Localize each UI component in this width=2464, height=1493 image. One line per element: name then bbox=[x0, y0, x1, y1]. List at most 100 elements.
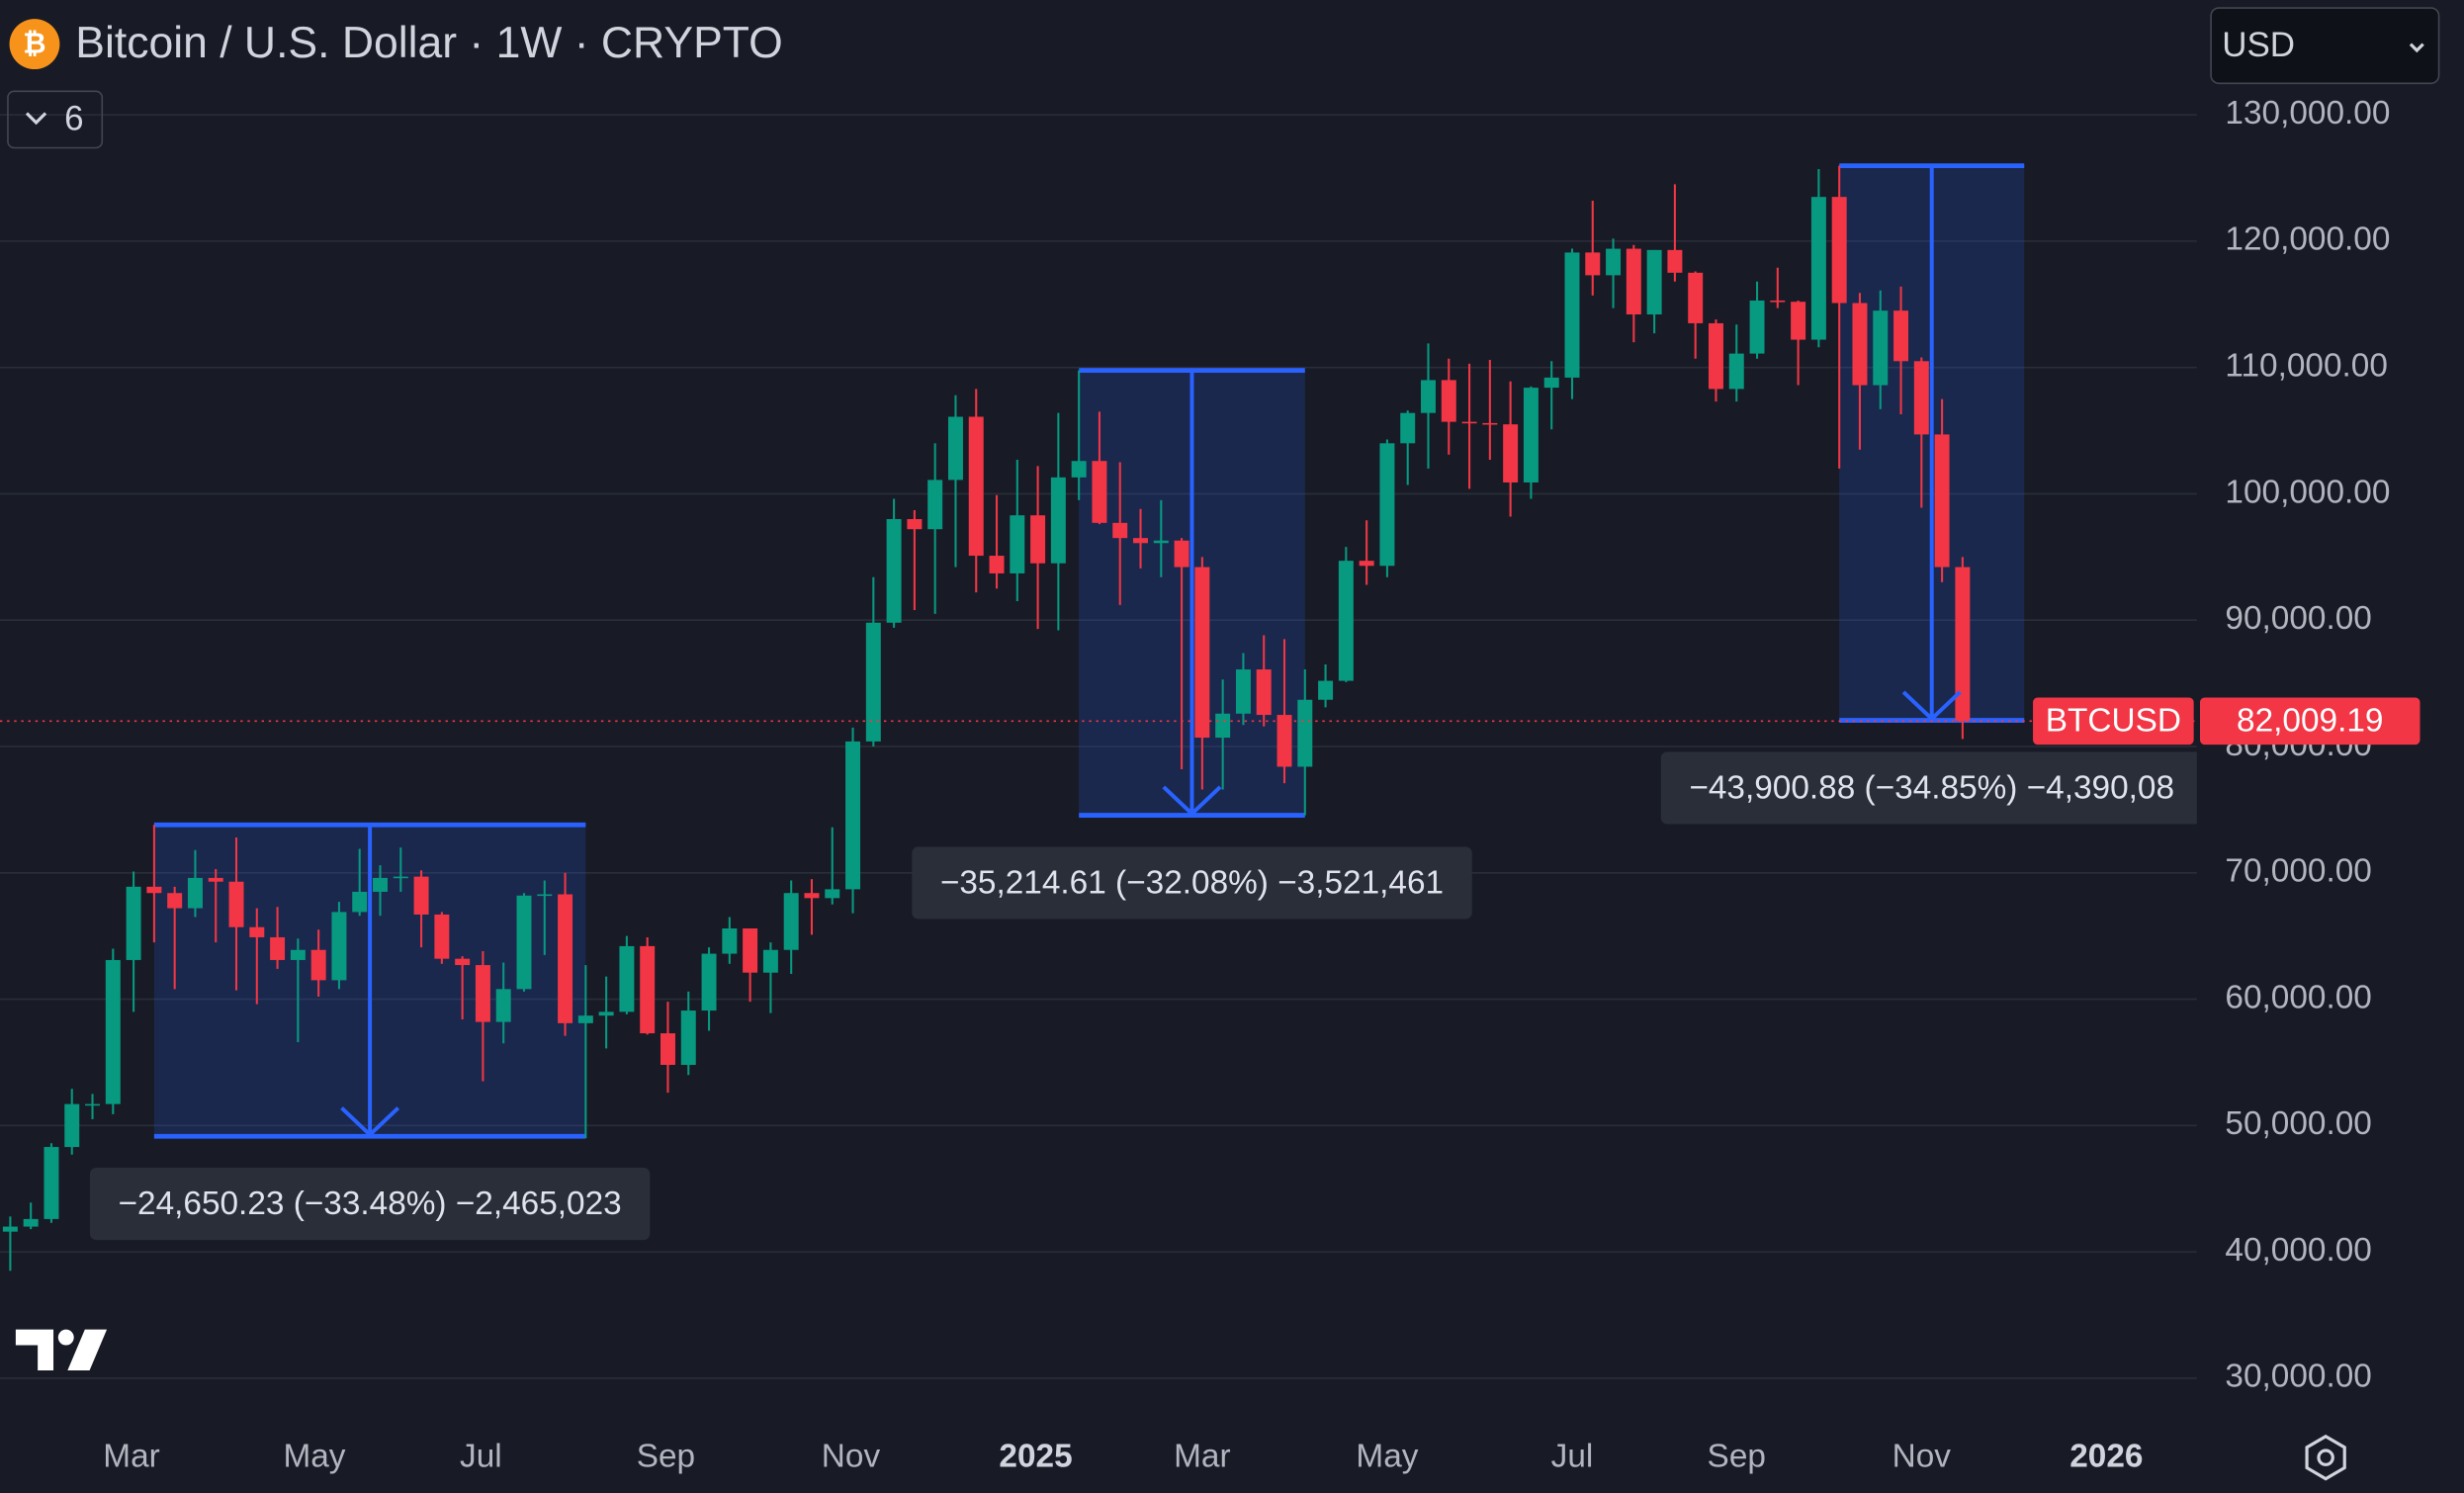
candle-body bbox=[886, 519, 902, 623]
candle-body bbox=[1235, 669, 1251, 714]
candle-body bbox=[865, 622, 881, 742]
candle-body bbox=[1503, 424, 1519, 483]
candle-body bbox=[947, 416, 963, 481]
candle-body bbox=[598, 1011, 614, 1016]
series-label-bg bbox=[2033, 697, 2194, 746]
candle-body bbox=[187, 877, 203, 909]
x-tick-label: Jul bbox=[1551, 1439, 1594, 1475]
candle-body bbox=[1852, 303, 1868, 386]
y-tick-label: 100,000.00 bbox=[2225, 474, 2390, 510]
candle-body bbox=[167, 893, 183, 909]
measure-label: −35,214.61 (−32.08%) −3,521,461 bbox=[940, 864, 1444, 901]
x-tick-label: 2025 bbox=[999, 1439, 1072, 1475]
measure-arrowhead bbox=[1901, 690, 1962, 722]
candle-body bbox=[1728, 353, 1744, 390]
candle-body bbox=[680, 1010, 696, 1066]
candle-body bbox=[558, 894, 573, 1023]
x-tick-label: Mar bbox=[103, 1439, 159, 1475]
candle-body bbox=[1215, 713, 1231, 739]
candle-body bbox=[1955, 567, 1971, 722]
settings-icon[interactable] bbox=[2305, 1434, 2346, 1481]
candle-body bbox=[722, 928, 738, 954]
candle-body bbox=[1441, 380, 1456, 422]
candle-body bbox=[1810, 197, 1826, 340]
candle-body bbox=[845, 741, 861, 890]
candle-body bbox=[1626, 248, 1641, 315]
candle-body bbox=[701, 953, 717, 1011]
chevron bbox=[25, 112, 47, 126]
candle-body bbox=[762, 949, 778, 973]
candle-body bbox=[1276, 715, 1292, 767]
settings-hex bbox=[2305, 1434, 2346, 1481]
candle-body bbox=[537, 894, 553, 897]
candle-body bbox=[1112, 522, 1128, 539]
candle-body bbox=[1791, 302, 1806, 340]
y-tick-label: 50,000.00 bbox=[2225, 1105, 2371, 1142]
candle-body bbox=[1030, 515, 1046, 564]
candle-body bbox=[1913, 361, 1929, 435]
tv-logo bbox=[15, 1329, 108, 1370]
candle-body bbox=[1934, 434, 1950, 568]
plot: −24,650.23 (−33.48%) −2,465,023 −35,214.6… bbox=[0, 163, 2197, 1272]
candle-body bbox=[249, 926, 265, 937]
candle-body bbox=[1523, 388, 1539, 483]
candle-body bbox=[475, 965, 490, 1022]
axes: 30,000.00 40,000.00 50,000.00 60,000.00 70,0… bbox=[103, 95, 2420, 1475]
candle-body bbox=[1893, 310, 1909, 362]
logo-t bbox=[15, 1329, 54, 1370]
candle-body bbox=[804, 893, 820, 899]
candle-body bbox=[1606, 248, 1622, 276]
settings-dot bbox=[2317, 1449, 2334, 1466]
candle-body bbox=[1359, 561, 1374, 567]
y-tick-label: 40,000.00 bbox=[2225, 1232, 2371, 1269]
candle-body bbox=[743, 928, 758, 973]
x-tick-label: Mar bbox=[1174, 1439, 1230, 1475]
measure-label-bg bbox=[1660, 751, 2197, 825]
candle-body bbox=[413, 876, 429, 915]
candle-body bbox=[1421, 380, 1436, 413]
candle-body bbox=[1379, 443, 1395, 567]
chevron bbox=[2409, 43, 2424, 53]
indicator-count: 6 bbox=[64, 100, 83, 138]
candle-body bbox=[907, 519, 923, 530]
candle-body bbox=[105, 959, 121, 1104]
indicator-toggle[interactable] bbox=[7, 90, 104, 149]
candle-body bbox=[1646, 249, 1662, 315]
candle-body bbox=[1400, 412, 1416, 444]
candle-body bbox=[1050, 477, 1066, 564]
candle-body bbox=[208, 877, 223, 882]
price-label: 82,009.19 bbox=[2237, 703, 2383, 740]
measure-label: −24,650.23 (−33.48%) −2,465,023 bbox=[119, 1186, 622, 1222]
candle-body bbox=[968, 416, 984, 557]
y-tick-label: 110,000.00 bbox=[2225, 347, 2387, 384]
candle-body bbox=[1667, 249, 1683, 273]
candle-body bbox=[146, 886, 162, 894]
candle-body bbox=[825, 889, 840, 899]
candle-body bbox=[927, 480, 943, 530]
x-tick-label: Sep bbox=[637, 1439, 695, 1475]
candle-body bbox=[989, 556, 1005, 573]
candle-body bbox=[126, 886, 141, 960]
x-tick-label: May bbox=[1356, 1439, 1418, 1475]
x-tick-label: Nov bbox=[822, 1439, 881, 1475]
candle-body bbox=[270, 936, 286, 960]
candle-body bbox=[516, 895, 532, 990]
candle-body bbox=[1831, 197, 1847, 304]
candle-body bbox=[1461, 421, 1477, 424]
candle-body bbox=[331, 912, 347, 981]
y-tick-label: 30,000.00 bbox=[2225, 1359, 2371, 1395]
measure-label-bg bbox=[89, 1167, 651, 1241]
candle-body bbox=[660, 1033, 675, 1066]
candle-body bbox=[1564, 252, 1580, 378]
candle-body bbox=[1174, 540, 1189, 568]
candle-body bbox=[228, 881, 244, 927]
candle-body bbox=[1770, 300, 1786, 303]
candle-body bbox=[1071, 461, 1087, 478]
candle-body bbox=[495, 989, 511, 1022]
x-tick-label: Sep bbox=[1708, 1439, 1766, 1475]
currency-select[interactable] bbox=[2210, 7, 2440, 85]
logo-dot bbox=[57, 1329, 74, 1346]
coin-icon bbox=[9, 19, 60, 70]
candle-body bbox=[1010, 515, 1025, 573]
y-tick-label: 70,000.00 bbox=[2225, 853, 2371, 890]
